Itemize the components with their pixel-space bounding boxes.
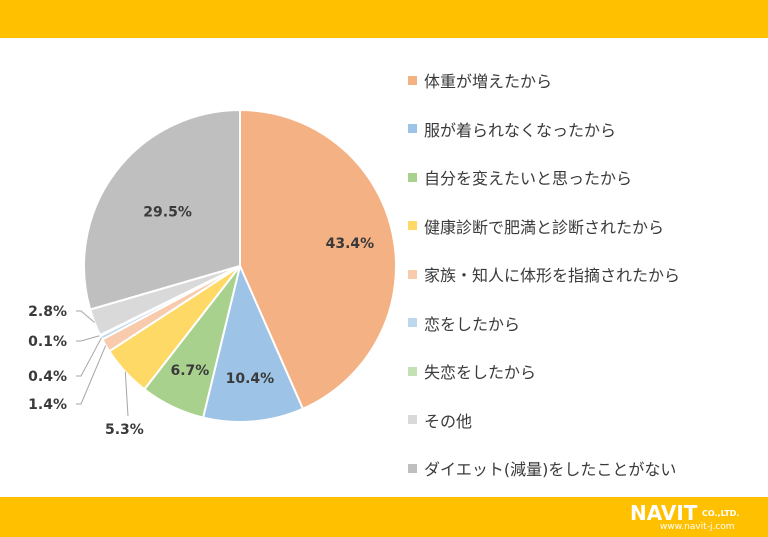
leader-line: [76, 335, 101, 342]
legend-label: 失恋をしたから: [424, 363, 537, 383]
slice-value-label: 6.7%: [170, 363, 209, 379]
leader-line: [76, 310, 95, 323]
legend-label: 健康診断で肥満と診断されたから: [424, 217, 665, 237]
leader-line: [76, 345, 107, 405]
legend-item: 体重が増えたから: [408, 56, 764, 105]
legend-swatch: [408, 463, 417, 473]
legend-swatch: [408, 172, 417, 182]
legend-label: 体重が増えたから: [424, 72, 553, 92]
slice-value-label: 5.3%: [105, 422, 144, 438]
pie-slice: [239, 108, 397, 411]
logo-url: www.navit-j.com: [660, 522, 735, 532]
navit-logo: NAVIT CO.,LTD. www.navit-j.com: [630, 501, 754, 533]
legend-label: 服が着られなくなったから: [424, 120, 617, 140]
legend-item: 健康診断で肥満と診断されたから: [408, 202, 764, 251]
slice-value-label: 0.4%: [28, 369, 67, 385]
legend-swatch: [408, 269, 417, 279]
pie-slice: [201, 262, 305, 423]
logo-company-suffix: CO.,LTD.: [702, 509, 740, 518]
legend-item: その他: [408, 396, 764, 445]
legend-item: 自分を変えたいと思ったから: [408, 153, 764, 202]
slice-value-label: 2.8%: [28, 304, 67, 320]
legend-label: 家族・知人に体形を指摘されたから: [424, 266, 681, 286]
legend-swatch: [408, 366, 417, 376]
chart-legend: 体重が増えたから服が着られなくなったから 自分を変えたいと思ったから健康診断で肥満…: [408, 56, 764, 493]
pie-chart: 43.4% 10.4% 6.7% 5.3% 1.4% 0.4% 0.1% 2.8% 29.5%: [28, 108, 397, 438]
legend-item: ダイエット(減量)をしたことがない: [408, 444, 764, 493]
legend-swatch: [408, 318, 417, 328]
slice-value-label: 10.4%: [226, 371, 275, 387]
slice-value-label: 29.5%: [143, 205, 192, 221]
legend-item: 失恋をしたから: [408, 347, 764, 396]
slice-value-label: 43.4%: [326, 236, 375, 252]
slice-value-label: 1.4%: [28, 397, 67, 413]
legend-swatch: [408, 124, 417, 134]
bottom-band: [0, 497, 768, 537]
legend-swatch: [408, 75, 417, 85]
legend-item: 恋をしたから: [408, 299, 764, 348]
top-band: [0, 0, 768, 38]
pie-slice: [83, 108, 241, 311]
legend-label: 恋をしたから: [424, 314, 521, 334]
legend-item: 服が着られなくなったから: [408, 105, 764, 154]
legend-swatch: [408, 221, 417, 231]
legend-swatch: [408, 415, 417, 425]
legend-item: 家族・知人に体形を指摘されたから: [408, 250, 764, 299]
leader-line: [76, 337, 102, 377]
slice-value-label: 0.1%: [28, 334, 67, 350]
legend-label: ダイエット(減量)をしたことがない: [424, 460, 677, 480]
legend-label: その他: [424, 411, 473, 431]
leader-line: [124, 371, 129, 417]
logo-wordmark: NAVIT: [630, 501, 698, 525]
legend-label: 自分を変えたいと思ったから: [424, 169, 633, 189]
